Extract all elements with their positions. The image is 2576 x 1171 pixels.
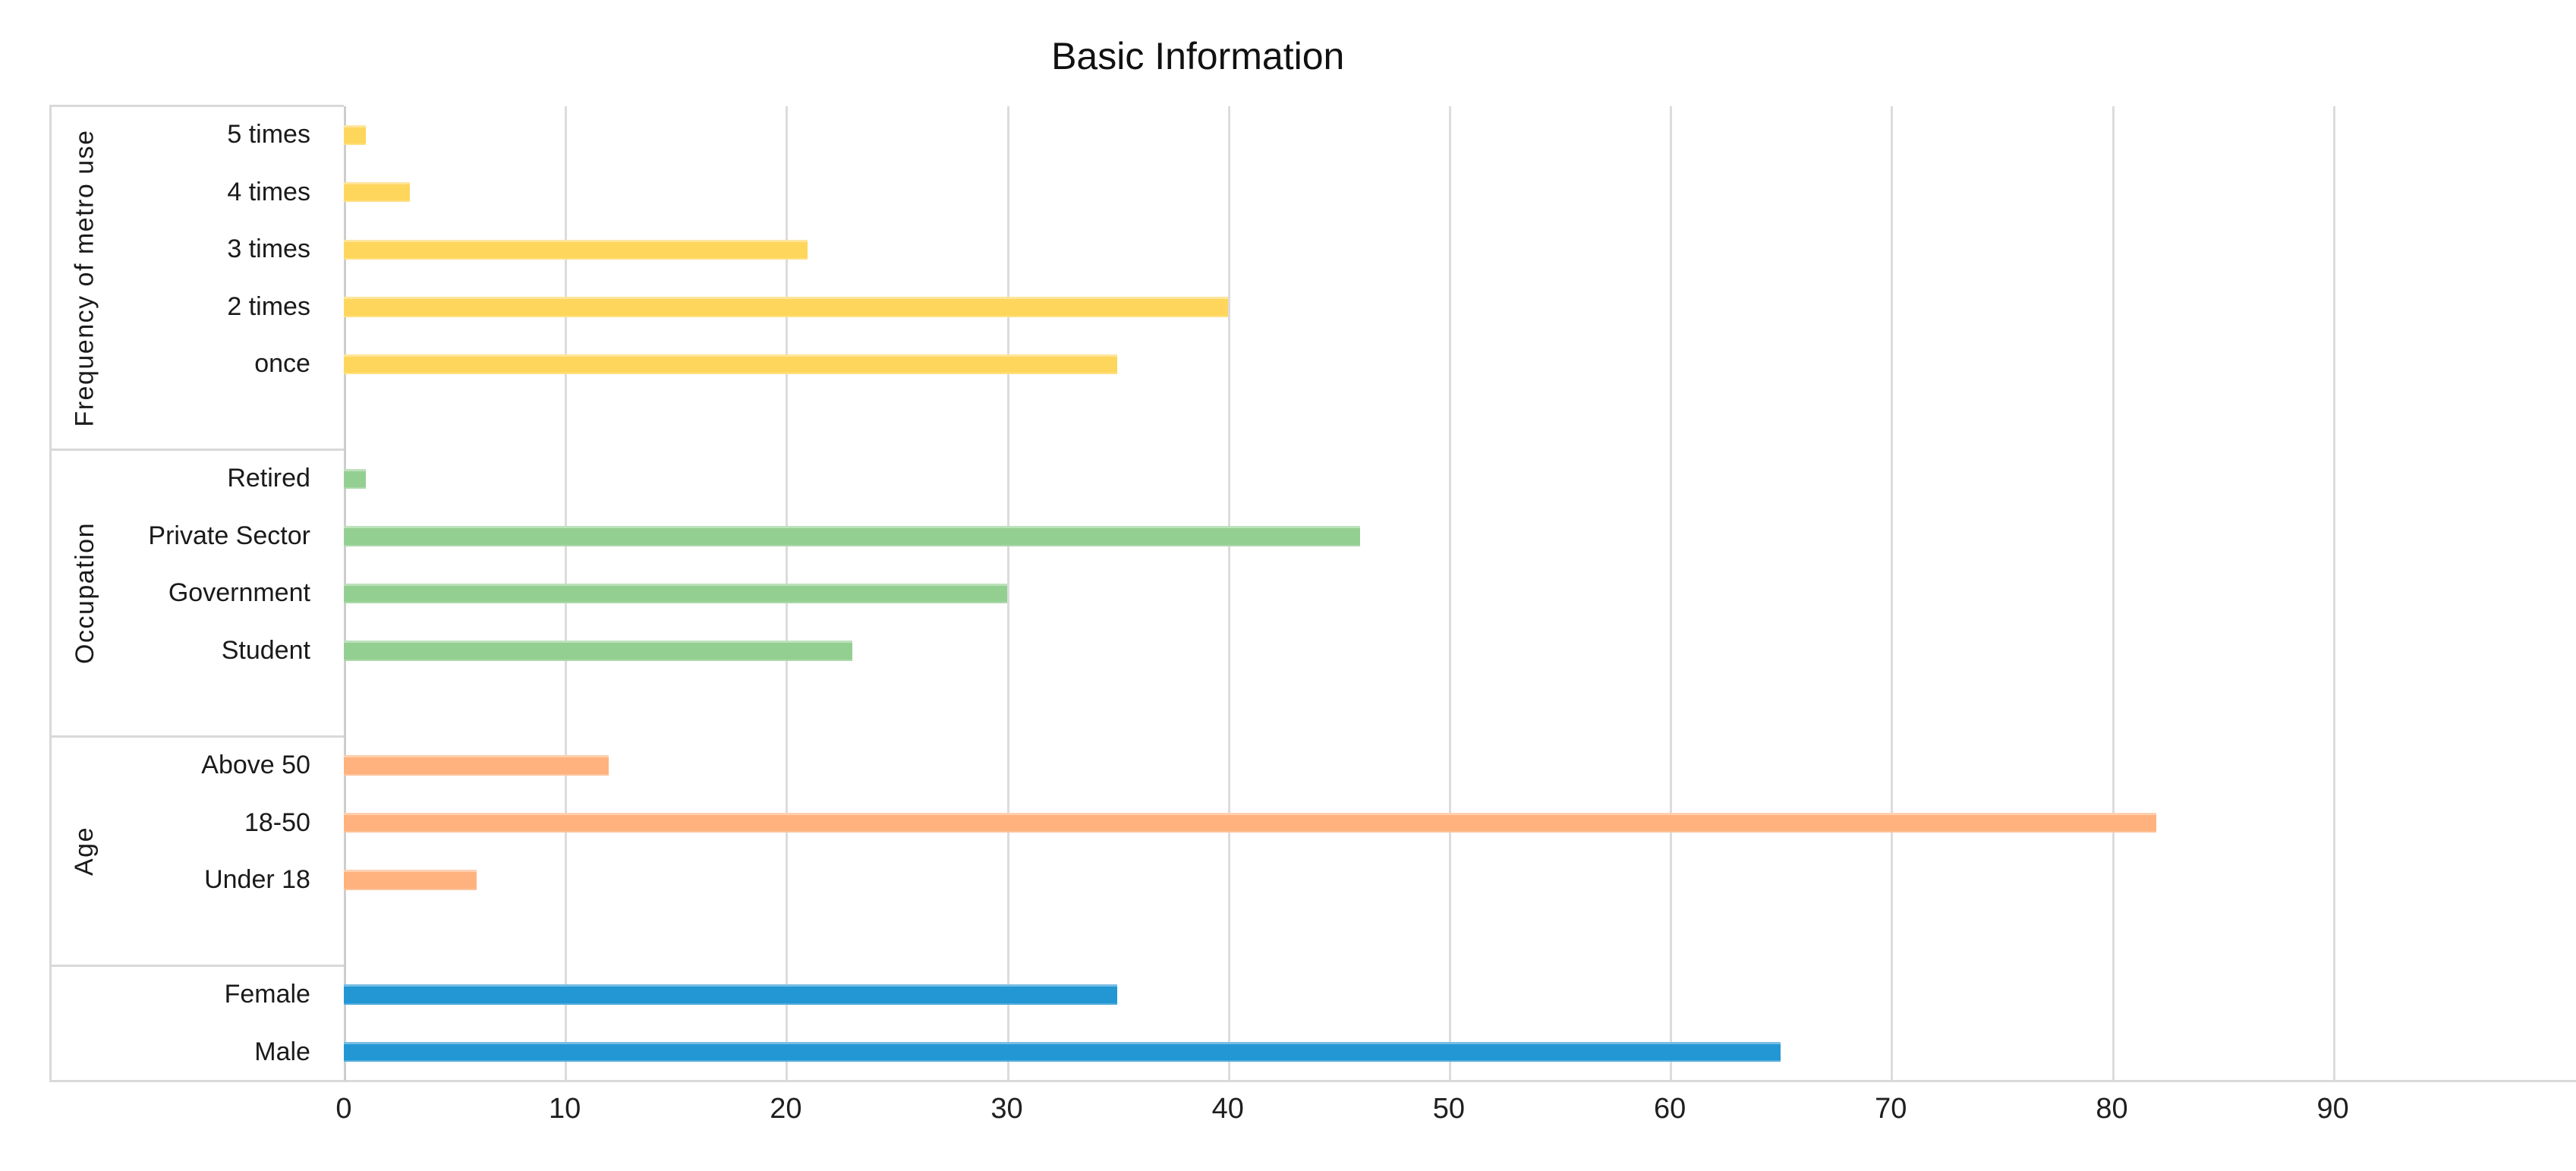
group-label: Age	[70, 826, 99, 877]
bar-row: Female	[0, 966, 2576, 1024]
bar-row: Under 18	[0, 851, 2576, 909]
bar	[343, 297, 1228, 317]
bar	[343, 526, 1361, 546]
category-label: Retired	[227, 464, 310, 493]
bar-row: Student	[0, 622, 2576, 680]
gridline-80	[2112, 105, 2115, 1081]
bar	[343, 984, 1118, 1005]
category-label: 2 times	[227, 291, 310, 321]
group-divider	[49, 964, 344, 967]
category-label: Private Sector	[148, 521, 310, 550]
bar	[343, 124, 367, 145]
bar-row: Government	[0, 565, 2576, 622]
gridline-40	[1227, 105, 1230, 1081]
bar-row: once	[0, 335, 2576, 393]
gridline-90	[2332, 105, 2335, 1081]
bar-row: Male	[0, 1023, 2576, 1081]
gridline-30	[1006, 105, 1009, 1081]
group-label-box: Occupation	[58, 450, 112, 737]
gridline-70	[1891, 105, 1894, 1081]
category-label: 4 times	[227, 177, 310, 206]
bar-row: 4 times	[0, 164, 2576, 222]
category-label: Female	[224, 980, 310, 1009]
x-tick-label-80: 80	[2096, 1092, 2128, 1125]
group-label: Frequency of metro use	[70, 129, 99, 427]
bar	[343, 468, 367, 489]
bar-row: 5 times	[0, 106, 2576, 164]
bar	[343, 812, 2156, 833]
category-label: once	[254, 349, 310, 379]
bar-row: Retired	[0, 450, 2576, 508]
bar-row: 18-50	[0, 794, 2576, 851]
bar-row: 3 times	[0, 221, 2576, 279]
x-tick-label-20: 20	[770, 1092, 802, 1125]
chart-area: 5 times 4 times 3 times 2 times once Frequenc…	[0, 104, 2576, 1082]
category-label: Under 18	[204, 865, 310, 895]
category-label: 18-50	[244, 807, 310, 837]
bar	[343, 239, 808, 260]
bar-row: Above 50	[0, 737, 2576, 795]
bar	[343, 755, 609, 776]
category-label: Government	[168, 578, 310, 608]
category-label: 5 times	[227, 120, 310, 150]
group-label-box: Age	[58, 737, 112, 966]
bar	[343, 870, 477, 890]
category-axis-line	[49, 1079, 2576, 1082]
bar	[343, 583, 1007, 604]
category-label: Male	[254, 1037, 310, 1066]
group-label: Occupation	[70, 522, 99, 665]
category-strip-left-border	[49, 105, 52, 1081]
bar	[343, 182, 411, 203]
category-label: Student	[221, 635, 310, 665]
x-tick-label-60: 60	[1653, 1092, 1686, 1125]
x-tick-label-40: 40	[1211, 1092, 1244, 1125]
x-tick-label-70: 70	[1875, 1092, 1907, 1125]
x-tick-label-0: 0	[335, 1092, 352, 1125]
gridline-50	[1448, 105, 1451, 1081]
group-label-box: Frequency of metro use	[58, 106, 112, 450]
category-strip-top-border	[49, 104, 344, 107]
bar-row: Private Sector	[0, 508, 2576, 565]
gridline-60	[1670, 105, 1673, 1081]
x-tick-label-50: 50	[1432, 1092, 1466, 1125]
group-divider	[49, 735, 344, 738]
bar	[343, 354, 1118, 375]
bar	[343, 641, 852, 661]
x-axis-tick-labels: 0 10 20 30 40 50 60 70 80 90	[0, 1093, 2576, 1140]
category-label: 3 times	[227, 235, 310, 264]
chart-title: Basic Information	[1051, 34, 1345, 77]
group-divider	[49, 449, 344, 452]
category-label: Above 50	[201, 751, 310, 780]
x-tick-label-30: 30	[990, 1092, 1023, 1125]
x-tick-label-10: 10	[549, 1092, 581, 1125]
bar-row: 2 times	[0, 279, 2576, 336]
bar	[343, 1041, 1781, 1062]
x-tick-label-90: 90	[2316, 1092, 2349, 1125]
